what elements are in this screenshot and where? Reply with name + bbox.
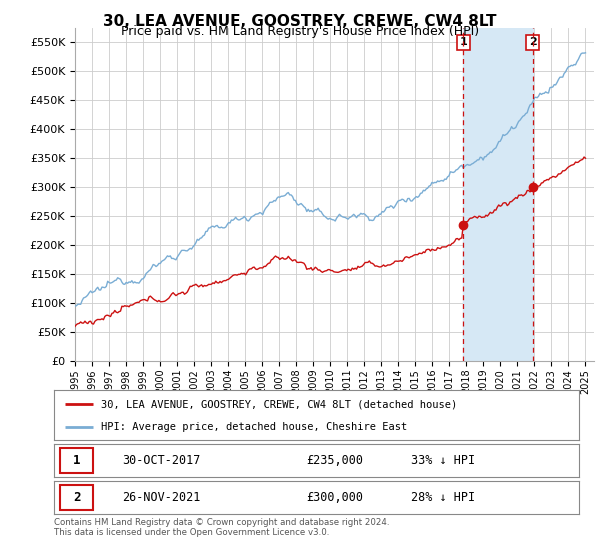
Text: 2: 2 (529, 38, 536, 48)
Text: 30-OCT-2017: 30-OCT-2017 (122, 454, 200, 467)
Text: 2: 2 (73, 491, 80, 504)
Text: 33% ↓ HPI: 33% ↓ HPI (411, 454, 475, 467)
Text: 28% ↓ HPI: 28% ↓ HPI (411, 491, 475, 504)
Text: 30, LEA AVENUE, GOOSTREY, CREWE, CW4 8LT (detached house): 30, LEA AVENUE, GOOSTREY, CREWE, CW4 8LT… (101, 399, 458, 409)
Text: 30, LEA AVENUE, GOOSTREY, CREWE, CW4 8LT: 30, LEA AVENUE, GOOSTREY, CREWE, CW4 8LT (103, 14, 497, 29)
Text: 1: 1 (73, 454, 80, 467)
Text: HPI: Average price, detached house, Cheshire East: HPI: Average price, detached house, Ches… (101, 422, 407, 432)
FancyBboxPatch shape (60, 485, 93, 510)
Bar (463, 28, 533, 361)
FancyBboxPatch shape (60, 448, 93, 473)
Text: £235,000: £235,000 (306, 454, 363, 467)
Text: Contains HM Land Registry data © Crown copyright and database right 2024.
This d: Contains HM Land Registry data © Crown c… (54, 518, 389, 538)
Text: Price paid vs. HM Land Registry's House Price Index (HPI): Price paid vs. HM Land Registry's House … (121, 25, 479, 38)
Text: £300,000: £300,000 (306, 491, 363, 504)
Text: 26-NOV-2021: 26-NOV-2021 (122, 491, 200, 504)
Text: 1: 1 (460, 38, 467, 48)
